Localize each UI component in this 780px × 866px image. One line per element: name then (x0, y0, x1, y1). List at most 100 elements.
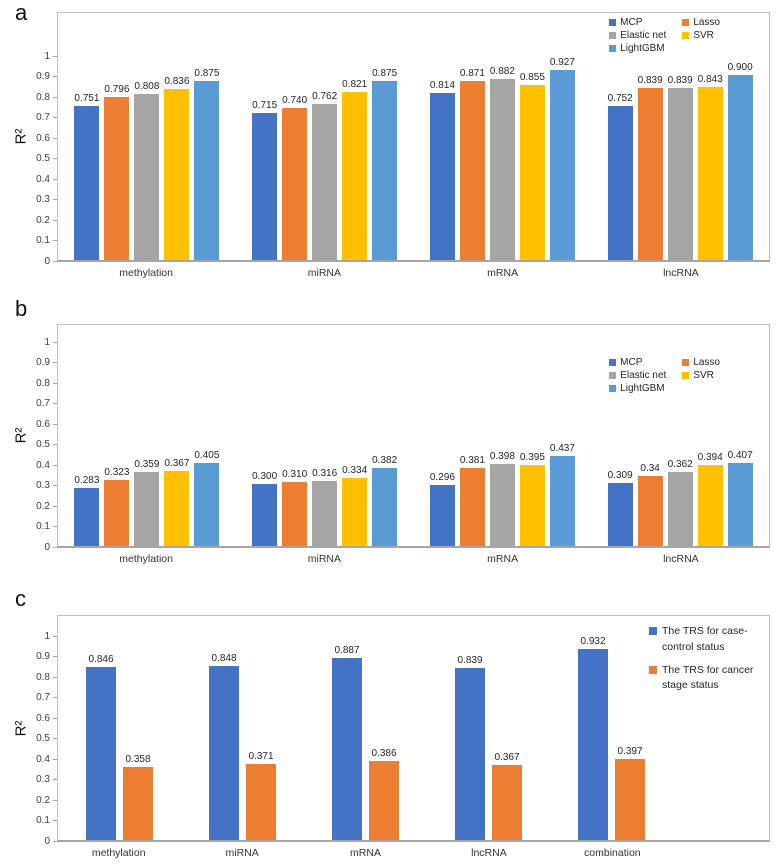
legend-swatch (682, 32, 690, 39)
legend-label: Lasso (693, 17, 720, 28)
y-tick-label: 0.4 (36, 173, 50, 185)
bar-value-label: 0.875 (372, 68, 398, 79)
bar-Lasso: 0.34 (637, 463, 663, 546)
y-tick: 0.1 (36, 235, 57, 247)
y-tick-mark (53, 403, 57, 404)
bar-The TRS for cancer stage status: 0.397 (615, 746, 645, 840)
y-tick-label: 0.5 (36, 153, 50, 164)
y-tick-label: 0.1 (36, 815, 50, 826)
bar-group-lncRNA: 0.752 0.839 0.839 0.843 0.900 (591, 62, 769, 260)
y-tick: 0.3 (36, 194, 57, 206)
legend-label: The TRS for cancer stage status (662, 663, 754, 692)
y-tick-label: 1 (44, 50, 50, 62)
bar-value-label: 0.296 (429, 472, 455, 483)
bar-Lasso: 0.740 (282, 95, 307, 260)
y-tick-mark (53, 117, 57, 118)
bar-value-label: 0.371 (248, 751, 274, 762)
y-tick-label: 0.9 (36, 71, 50, 82)
y-tick-label: 0.4 (36, 753, 50, 765)
panel-label-c: c (15, 586, 26, 611)
y-tick: 0.5 (36, 153, 57, 165)
legend-entry: The TRS for cancer stage status (649, 663, 765, 695)
y-tick-label: 0 (44, 255, 50, 267)
y-tick-mark (53, 362, 57, 363)
legend: MCP Lasso Elastic net SVR LightGBM (609, 17, 720, 54)
legend-label: LightGBM (620, 43, 665, 54)
bar-value-label: 0.359 (134, 459, 160, 470)
y-tick-label: 0.2 (36, 794, 50, 806)
category-label: mRNA (350, 847, 381, 859)
bar-SVR: 0.334 (342, 465, 367, 546)
category-label: combination (584, 847, 641, 859)
bar-MCP: 0.309 (608, 470, 633, 546)
bar-SVR: 0.367 (164, 458, 189, 546)
legend-swatch (609, 372, 617, 379)
bar-value-label: 0.839 (667, 75, 693, 86)
y-tick-mark (53, 799, 57, 801)
y-tick-mark (53, 717, 57, 719)
bar-value-label: 0.887 (334, 645, 360, 656)
bar-Elastic net: 0.359 (134, 459, 159, 546)
category-label: lncRNA (663, 267, 699, 279)
y-tick: 0.4 (36, 459, 57, 471)
y-tick-label: 0.2 (36, 214, 50, 226)
category-label: methylation (91, 847, 146, 859)
y-tick-mark (53, 656, 57, 657)
y-tick: 0.1 (36, 521, 57, 533)
bar-Elastic net: 0.316 (312, 468, 337, 546)
bar-value-label: 0.900 (727, 62, 753, 73)
legend-entry: Lasso (682, 357, 720, 368)
y-tick: 0 (44, 541, 57, 553)
legend-label: LightGBM (620, 383, 665, 394)
legend-swatch (682, 19, 690, 26)
bar-value-label: 0.855 (519, 72, 545, 83)
y-tick-label: 0.1 (36, 521, 50, 532)
x-axis-labels: methylation miRNA mRNA lncRNA combination (57, 847, 674, 859)
y-tick-mark (53, 485, 57, 486)
y-tick: 0.2 (36, 214, 57, 226)
bar-LightGBM: 0.437 (550, 443, 575, 546)
y-axis: 0 0.1 0.2 0.3 0.4 0.5 0.6 0.7 0.8 0.9 1 (0, 615, 57, 847)
bar-group-methylation: 0.283 0.323 0.359 0.367 0.405 (58, 450, 236, 546)
bar-value-label: 0.394 (697, 452, 723, 463)
category-label: miRNA (225, 847, 259, 859)
y-tick-mark (53, 76, 57, 77)
bar-group-methylation: 0.846 0.358 (58, 654, 181, 840)
y-tick-mark (53, 464, 57, 466)
bar-groups: 0.751 0.796 0.808 0.836 0.875 0.715 0.740 0.762… (58, 13, 769, 260)
legend: The TRS for case-control status The TRS f… (649, 624, 765, 701)
y-tick-label: 1 (44, 336, 50, 348)
legend-label: Elastic net (620, 370, 667, 381)
bar-MCP: 0.751 (74, 93, 99, 260)
bar-value-label: 0.34 (640, 463, 660, 474)
bar-MCP: 0.715 (252, 100, 277, 260)
legend-entry: SVR (682, 370, 720, 381)
bar-value-label: 0.796 (104, 84, 130, 95)
y-tick-label: 0.8 (36, 91, 50, 103)
legend-entry: Elastic net (609, 370, 666, 381)
category-label: methylation (119, 553, 173, 565)
bar-value-label: 0.762 (312, 91, 338, 102)
y-tick: 0 (44, 835, 57, 847)
bar-Elastic net: 0.808 (134, 81, 159, 260)
bar-value-label: 0.381 (459, 455, 485, 466)
bar-value-label: 0.839 (637, 75, 663, 86)
y-tick-mark (53, 444, 57, 445)
category-label: lncRNA (471, 847, 507, 859)
legend-label: MCP (620, 357, 643, 368)
bar-value-label: 0.871 (459, 68, 485, 79)
y-tick: 0.6 (36, 418, 57, 430)
bar-Elastic net: 0.398 (490, 451, 515, 546)
legend-label: The TRS for case-control status (662, 625, 748, 653)
bar-value-label: 0.821 (342, 79, 368, 90)
bar-SVR: 0.395 (520, 452, 545, 546)
bar-value-label: 0.848 (211, 653, 237, 664)
bar-value-label: 0.395 (519, 452, 545, 463)
y-tick-mark (53, 260, 57, 262)
bar-value-label: 0.843 (697, 74, 723, 85)
bar-value-label: 0.932 (580, 636, 606, 647)
bar-MCP: 0.283 (74, 475, 99, 546)
bar-value-label: 0.752 (607, 93, 633, 104)
y-tick: 0.3 (36, 774, 57, 786)
y-tick-mark (53, 382, 57, 384)
